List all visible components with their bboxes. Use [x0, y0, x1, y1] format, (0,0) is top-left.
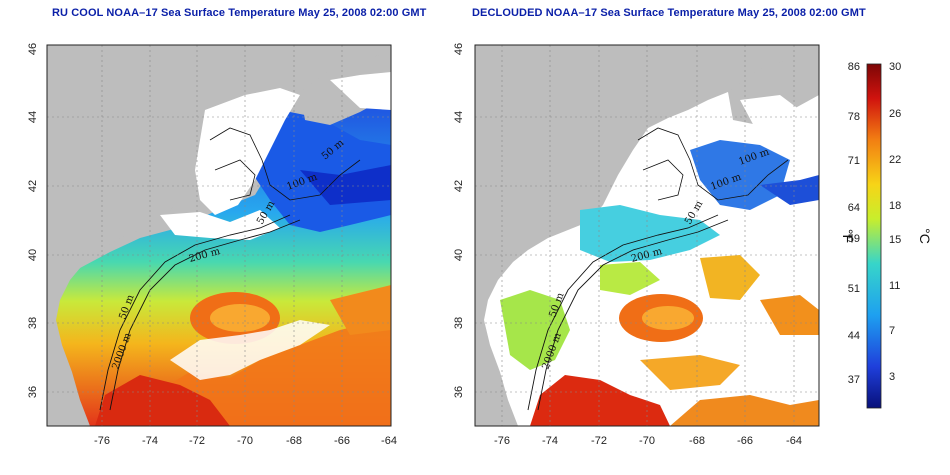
colorbar-c-tick: 30	[889, 61, 901, 73]
left-map-lat-ticks: 46 44 42 40 38 36	[27, 43, 39, 398]
celsius-label: °C	[917, 228, 933, 244]
left-map: 50 m 100 m 50 m 200 m 50 m 2000 m	[47, 45, 391, 426]
lat-tick: 44	[453, 111, 465, 123]
celsius-ticks: 30 26 22 18 15 11 7 3	[889, 61, 901, 383]
sst-patch	[600, 262, 660, 295]
right-map-title: DECLOUDED NOAA–17 Sea Surface Temperatur…	[472, 7, 866, 19]
cold-water-core	[300, 165, 391, 205]
sst-patch	[640, 355, 740, 390]
colorbar-f-tick: 71	[848, 155, 860, 167]
lon-tick: -66	[334, 435, 350, 447]
colorbar-f-tick: 51	[848, 283, 860, 295]
cloud-cover	[160, 210, 280, 240]
lon-tick: -64	[381, 435, 397, 447]
colorbar-c-tick: 26	[889, 108, 901, 120]
lon-tick: -68	[689, 435, 705, 447]
lat-tick: 42	[453, 180, 465, 192]
isobath-50m	[642, 159, 684, 201]
gulf-stream-warm	[150, 318, 391, 426]
sst-patch	[580, 205, 720, 262]
cloud-cover	[195, 88, 300, 215]
colorbar-c-tick: 22	[889, 154, 901, 166]
lon-tick: -76	[494, 435, 510, 447]
lat-tick: 46	[453, 43, 465, 55]
sst-patch	[760, 295, 819, 335]
isobath-200m	[99, 214, 291, 411]
lon-tick: -76	[94, 435, 110, 447]
gulf-stream-core	[95, 375, 230, 426]
graticule	[47, 45, 391, 426]
left-map-frame	[46, 44, 392, 427]
right-map-frame	[474, 44, 820, 427]
lon-tick: -70	[639, 435, 655, 447]
lat-tick: 36	[27, 386, 39, 398]
isobath-2000m	[109, 219, 301, 411]
warm-patch-east	[330, 285, 391, 335]
coastline-land	[475, 45, 819, 426]
isobath-200m	[527, 214, 719, 411]
lat-tick: 42	[27, 180, 39, 192]
lon-tick: -70	[237, 435, 253, 447]
colorbar-f-tick: 37	[848, 374, 860, 386]
cloud-cover	[330, 72, 391, 110]
lon-tick: -72	[189, 435, 205, 447]
colorbar-c-tick: 15	[889, 234, 901, 246]
colorbar: 86 78 71 64 59 51 44 37 30 26 22 18 15 1…	[840, 61, 933, 409]
fahrenheit-label: °F	[840, 229, 856, 243]
cloud-mask	[740, 95, 800, 130]
warm-core-ring-inner	[642, 306, 694, 330]
colorbar-c-tick: 11	[889, 280, 900, 292]
right-map-lon-ticks: -76 -74 -72 -70 -68 -66 -64	[494, 435, 802, 447]
colorbar-f-tick: 59	[848, 233, 860, 245]
left-map-lon-ticks: -76 -74 -72 -70 -68 -66 -64	[94, 435, 397, 447]
sst-patch	[690, 140, 790, 210]
graticule	[475, 45, 819, 426]
lat-tick: 36	[453, 386, 465, 398]
colorbar-c-tick: 7	[889, 325, 895, 337]
left-map-title: RU COOL NOAA–17 Sea Surface Temperature …	[52, 7, 427, 19]
cloud-cover	[170, 320, 330, 380]
lon-tick: -68	[286, 435, 302, 447]
colorbar-f-tick: 86	[848, 61, 860, 73]
colorbar-gradient	[866, 63, 882, 409]
isobath-50m	[214, 159, 256, 201]
fahrenheit-ticks: 86 78 71 64 59 51 44 37	[848, 61, 860, 386]
lat-tick: 40	[27, 249, 39, 261]
isobath-100m	[637, 127, 789, 201]
lon-tick: -72	[591, 435, 607, 447]
colorbar-f-tick: 44	[848, 330, 860, 342]
lat-tick: 40	[453, 249, 465, 261]
lat-tick: 44	[27, 111, 39, 123]
colorbar-c-tick: 3	[889, 371, 895, 383]
right-map-lat-ticks: 46 44 42 40 38 36	[453, 43, 465, 398]
colorbar-f-tick: 64	[848, 202, 860, 214]
right-map: 100 m 100 m 50 m 200 m 50 m 2000 m	[475, 45, 819, 426]
lat-tick: 38	[27, 317, 39, 329]
warm-core-ring-inner	[210, 304, 270, 332]
lon-tick: -64	[786, 435, 802, 447]
colorbar-c-tick: 18	[889, 200, 901, 212]
sst-patch	[500, 290, 570, 370]
lon-tick: -66	[737, 435, 753, 447]
coastline-land	[47, 45, 391, 426]
lon-tick: -74	[542, 435, 558, 447]
sst-patch	[670, 395, 819, 426]
lon-tick: -74	[142, 435, 158, 447]
sst-patch	[760, 175, 819, 205]
gulf-stream-core	[530, 375, 670, 426]
lat-tick: 38	[453, 317, 465, 329]
isobath-100m	[209, 127, 361, 201]
lat-tick: 46	[27, 43, 39, 55]
colorbar-f-tick: 78	[848, 111, 860, 123]
